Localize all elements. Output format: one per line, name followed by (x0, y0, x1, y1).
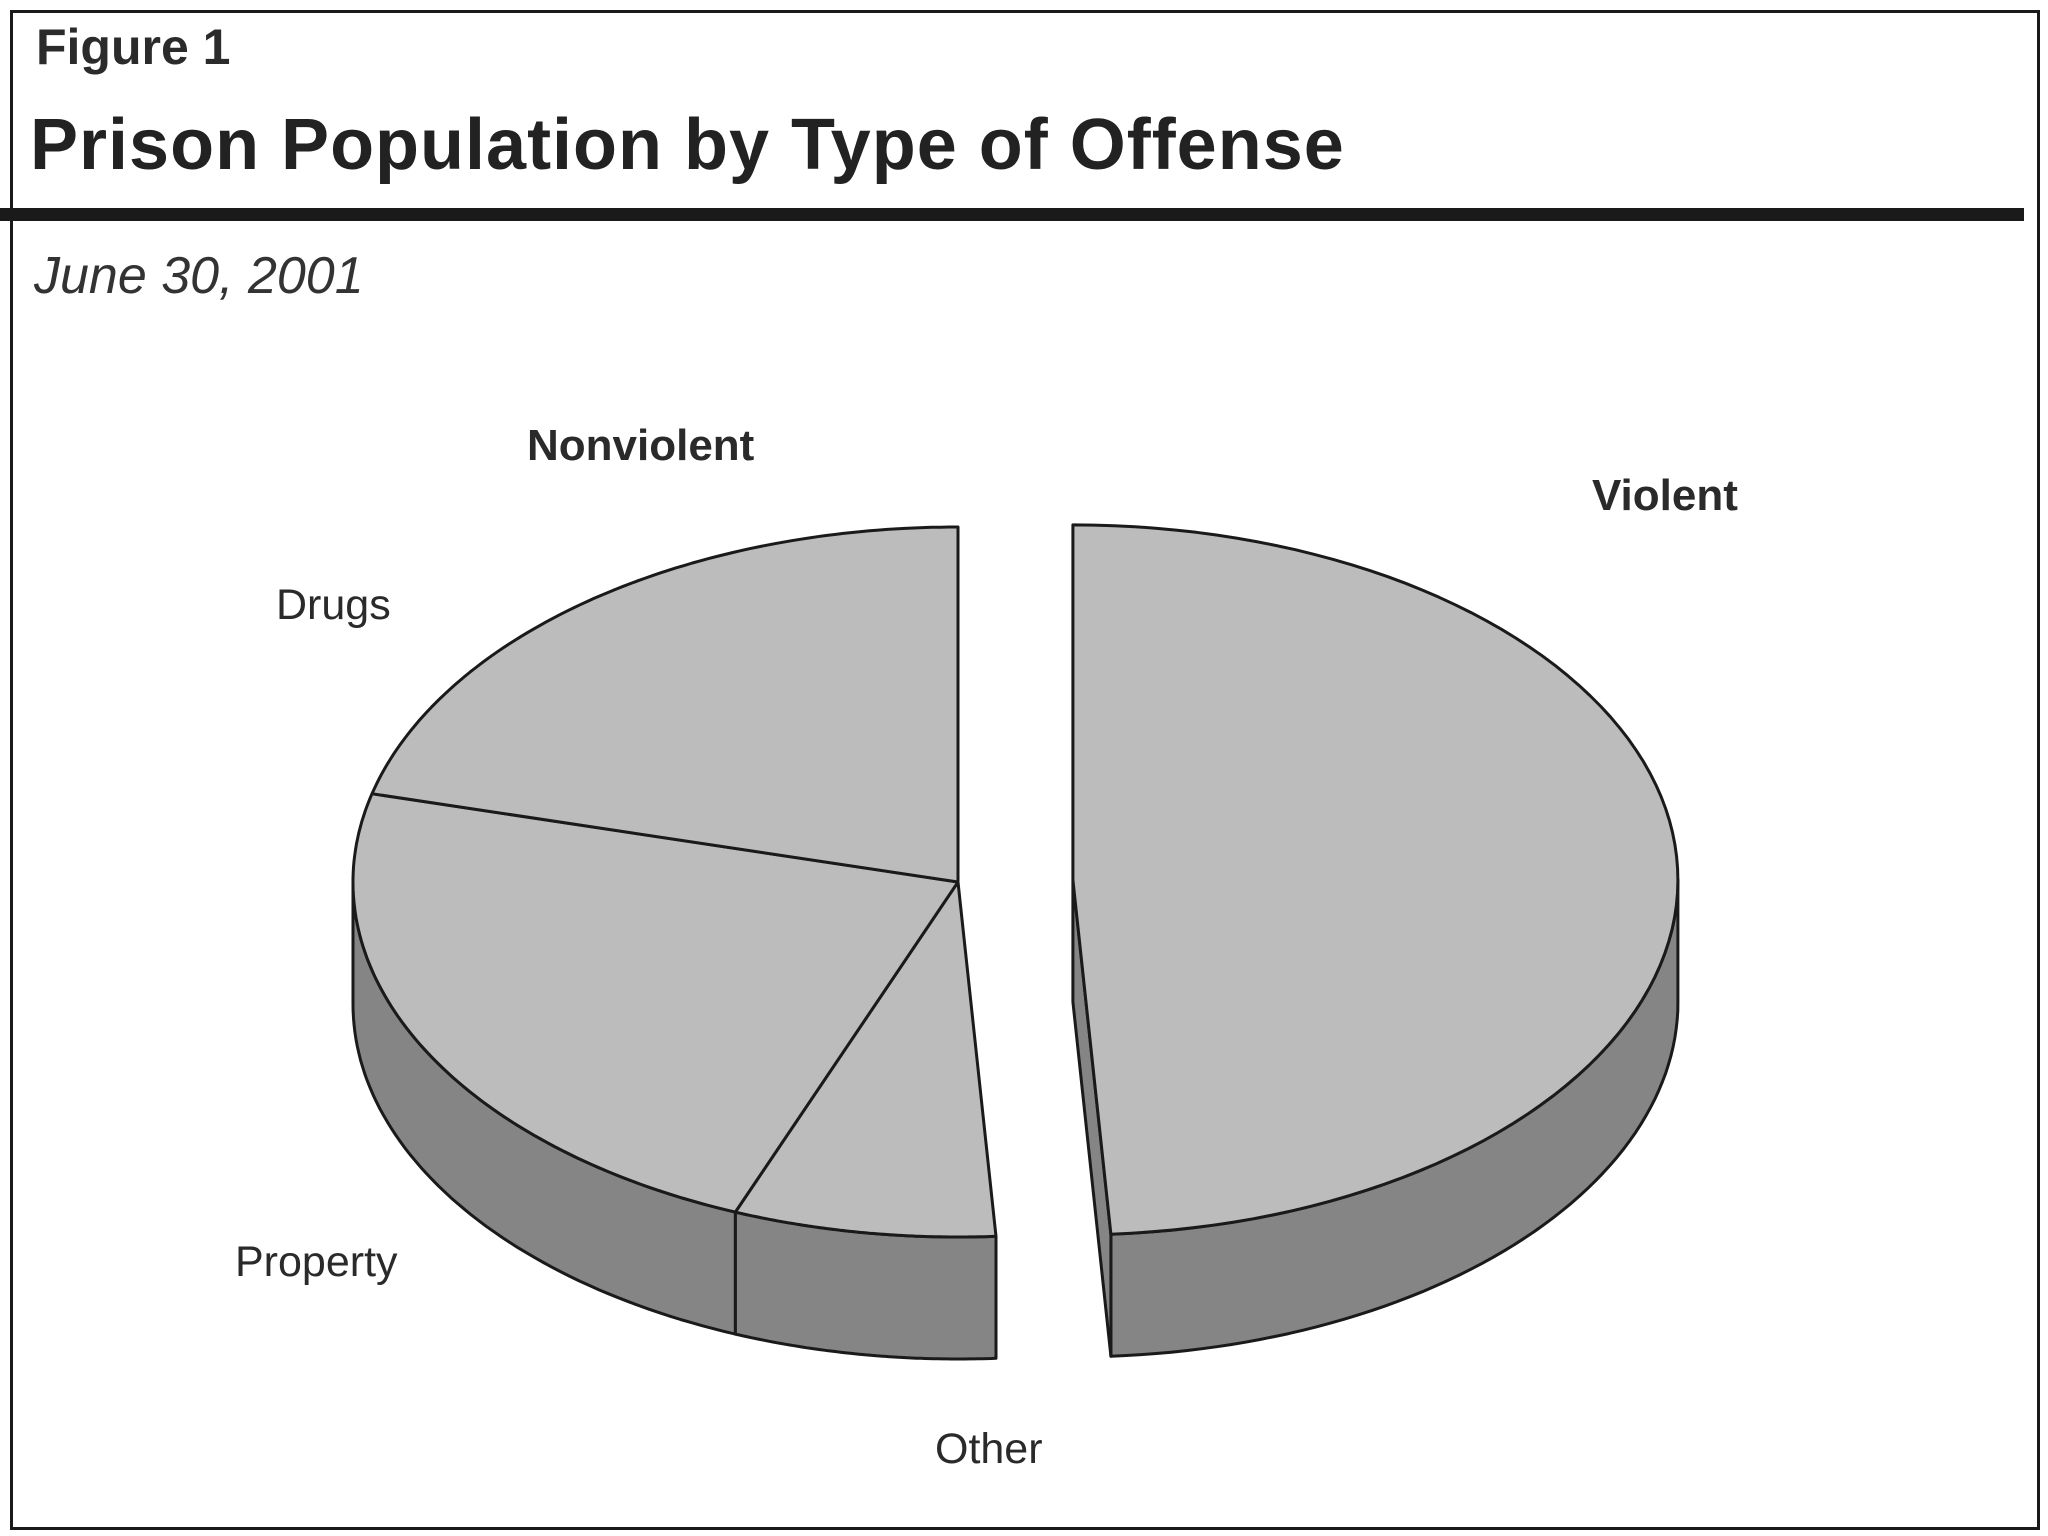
slice-property (351, 792, 960, 1214)
group-label-nonviolent: Nonviolent (527, 421, 755, 470)
figure-frame (10, 10, 2040, 1530)
figure-label: Figure 1 (36, 19, 231, 75)
slice-label-other: Other (935, 1425, 1043, 1473)
slice-violent (1071, 523, 1680, 1236)
group-label-violent: Violent (1592, 471, 1738, 520)
slice-drugs (370, 525, 960, 884)
chart-subtitle: June 30, 2001 (34, 247, 364, 305)
title-rule (0, 208, 2024, 221)
chart-title: Prison Population by Type of Offense (30, 105, 1345, 185)
slice-other (733, 880, 998, 1239)
pie-layer (351, 523, 1680, 1361)
slice-label-property: Property (235, 1238, 398, 1286)
slice-label-drugs: Drugs (276, 581, 391, 629)
